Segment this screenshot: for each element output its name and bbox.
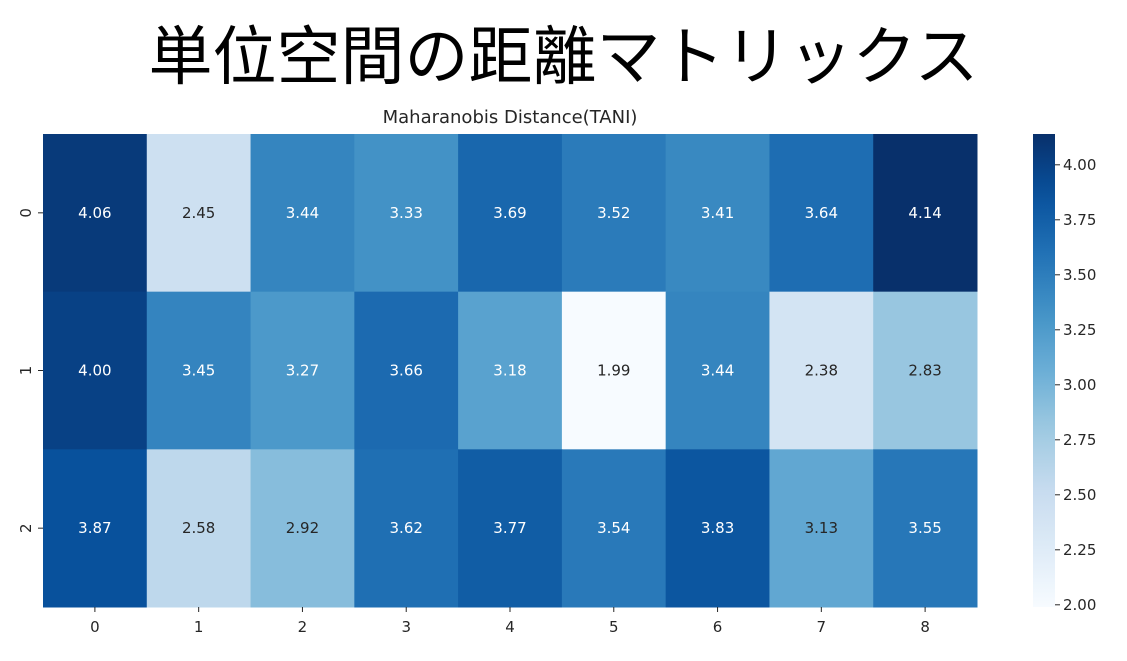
cell-label-r1-c5: 1.99 bbox=[597, 362, 630, 380]
heatmap-cell-r0-c6 bbox=[665, 134, 770, 293]
cell-label-r0-c6: 3.41 bbox=[701, 204, 734, 222]
heatmap-cell-r2-c6 bbox=[665, 449, 770, 608]
cell-label-r1-c7: 2.38 bbox=[805, 362, 838, 380]
y-tick-label-2: 2 bbox=[17, 523, 35, 533]
colorbar-tick-label-7: 3.75 bbox=[1063, 211, 1096, 229]
x-tick-label-7: 7 bbox=[817, 618, 827, 636]
cell-label-r0-c2: 3.44 bbox=[286, 204, 319, 222]
cell-label-r2-c7: 3.13 bbox=[805, 519, 838, 537]
heatmap-cell-r1-c5 bbox=[561, 291, 667, 450]
cell-label-r2-c4: 3.77 bbox=[493, 519, 526, 537]
y-tick-label-0: 0 bbox=[17, 208, 35, 218]
cell-label-r1-c4: 3.18 bbox=[493, 362, 526, 380]
slide-title: 単位空間の距離マトリックス bbox=[148, 21, 979, 95]
cell-label-r0-c7: 3.64 bbox=[805, 204, 838, 222]
x-axis: 0 1 2 3 4 5 6 7 8 bbox=[90, 607, 930, 636]
x-tick-label-6: 6 bbox=[713, 618, 723, 636]
heatmap-cell-r1-c1 bbox=[146, 291, 252, 450]
cell-label-r0-c5: 3.52 bbox=[597, 204, 630, 222]
cell-label-r0-c0: 4.06 bbox=[78, 204, 111, 222]
cell-label-r1-c6: 3.44 bbox=[701, 362, 734, 380]
colorbar-tick-label-6: 3.50 bbox=[1063, 266, 1096, 284]
cell-label-r2-c6: 3.83 bbox=[701, 519, 734, 537]
cell-label-r1-c8: 2.83 bbox=[908, 362, 941, 380]
heatmap-cell-r0-c5 bbox=[561, 134, 667, 293]
colorbar-tick-label-4: 3.00 bbox=[1063, 376, 1096, 394]
colorbar-tick-label-8: 4.00 bbox=[1063, 156, 1096, 174]
heatmap-cell-r2-c8 bbox=[873, 449, 978, 608]
x-tick-label-5: 5 bbox=[609, 618, 619, 636]
cell-label-r1-c3: 3.66 bbox=[390, 362, 423, 380]
cell-label-r2-c8: 3.55 bbox=[908, 519, 941, 537]
heatmap-cell-r2-c5 bbox=[561, 449, 667, 608]
cell-label-r0-c8: 4.14 bbox=[908, 204, 941, 222]
heatmap-cell-r2-c2 bbox=[250, 449, 355, 608]
heatmap-cell-r1-c4 bbox=[458, 291, 563, 450]
colorbar-tick-label-0: 2.00 bbox=[1063, 596, 1096, 614]
heatmap-cell-r2-c1 bbox=[146, 449, 252, 608]
heatmap-cell-r1-c6 bbox=[665, 291, 770, 450]
heatmap-cell-r0-c8 bbox=[873, 134, 978, 293]
heatmap-cell-r0-c3 bbox=[354, 134, 459, 293]
cell-label-r2-c0: 3.87 bbox=[78, 519, 111, 537]
heatmap-cell-r0-c4 bbox=[458, 134, 563, 293]
cell-label-r2-c2: 2.92 bbox=[286, 519, 319, 537]
cell-label-r2-c5: 3.54 bbox=[597, 519, 630, 537]
heatmap-cell-labels: 4.06 2.45 3.44 3.33 3.69 3.52 3.41 3.64 4.14 4.00… bbox=[78, 204, 942, 537]
y-axis: 0 1 2 bbox=[17, 208, 43, 533]
heatmap-cell-r2-c3 bbox=[354, 449, 459, 608]
x-tick-label-4: 4 bbox=[505, 618, 515, 636]
cell-label-r1-c1: 3.45 bbox=[182, 362, 215, 380]
x-tick-label-8: 8 bbox=[920, 618, 930, 636]
heatmap-cell-r1-c0 bbox=[43, 291, 148, 450]
heatmap-cell-r1-c7 bbox=[769, 291, 874, 450]
heatmap-cell-r1-c3 bbox=[354, 291, 459, 450]
chart-title: Maharanobis Distance(TANI) bbox=[383, 107, 638, 128]
heatmap-cell-r0-c2 bbox=[250, 134, 355, 293]
colorbar-tick-label-1: 2.25 bbox=[1063, 541, 1096, 559]
colorbar: 2.00 2.25 2.50 2.75 3.00 3.25 3.50 3.75 4.00 bbox=[1033, 134, 1096, 614]
y-tick-label-1: 1 bbox=[17, 366, 35, 376]
cell-label-r0-c4: 3.69 bbox=[493, 204, 526, 222]
colorbar-tick-label-5: 3.25 bbox=[1063, 321, 1096, 339]
colorbar-tick-label-2: 2.50 bbox=[1063, 486, 1096, 504]
colorbar-gradient bbox=[1033, 134, 1055, 607]
x-tick-label-1: 1 bbox=[194, 618, 204, 636]
heatmap-cell-r0-c0 bbox=[43, 134, 148, 293]
heatmap-cell-r2-c0 bbox=[43, 449, 148, 608]
cell-label-r2-c3: 3.62 bbox=[390, 519, 423, 537]
x-tick-label-0: 0 bbox=[90, 618, 100, 636]
cell-label-r0-c1: 2.45 bbox=[182, 204, 215, 222]
x-tick-label-3: 3 bbox=[401, 618, 411, 636]
heatmap-cell-r0-c7 bbox=[769, 134, 874, 293]
heatmap-cell-r1-c8 bbox=[873, 291, 978, 450]
heatmap-cells bbox=[43, 134, 978, 608]
cell-label-r1-c2: 3.27 bbox=[286, 362, 319, 380]
x-tick-label-2: 2 bbox=[298, 618, 308, 636]
heatmap-cell-r1-c2 bbox=[250, 291, 355, 450]
cell-label-r1-c0: 4.00 bbox=[78, 362, 111, 380]
colorbar-tick-label-3: 2.75 bbox=[1063, 431, 1096, 449]
cell-label-r2-c1: 2.58 bbox=[182, 519, 215, 537]
heatmap-cell-r2-c4 bbox=[458, 449, 563, 608]
heatmap-cell-r0-c1 bbox=[146, 134, 252, 293]
heatmap-cell-r2-c7 bbox=[769, 449, 874, 608]
cell-label-r0-c3: 3.33 bbox=[390, 204, 423, 222]
